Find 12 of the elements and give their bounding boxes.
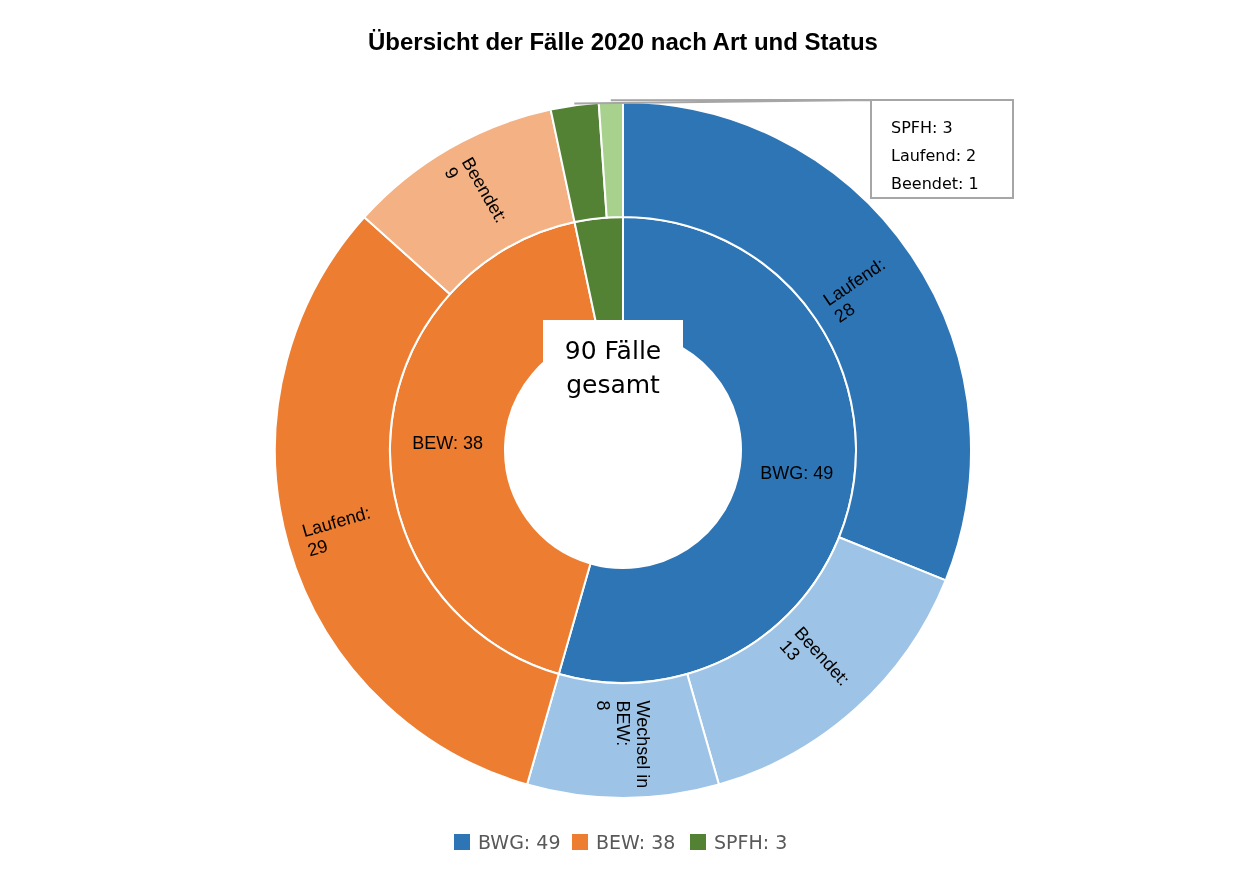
chart-title: Übersicht der Fälle 2020 nach Art und Status: [368, 28, 878, 55]
legend-label: BWG: 49: [478, 831, 561, 853]
slice-label: BWG: 49: [760, 463, 834, 484]
text: SPFH: 3: [891, 118, 953, 137]
legend-label: SPFH: 3: [714, 831, 788, 853]
text: Laufend: 2: [891, 146, 977, 165]
slice-label: Laufend: 29: [299, 502, 373, 561]
text: Beendet: 1: [891, 174, 979, 193]
text: 90 Fälle gesamt: [564, 336, 662, 399]
slice-label: BEW: 38: [412, 432, 483, 453]
slice-label: Wechsel in BEW: 8: [593, 700, 653, 789]
legend-label: BEW: 38: [596, 831, 676, 853]
